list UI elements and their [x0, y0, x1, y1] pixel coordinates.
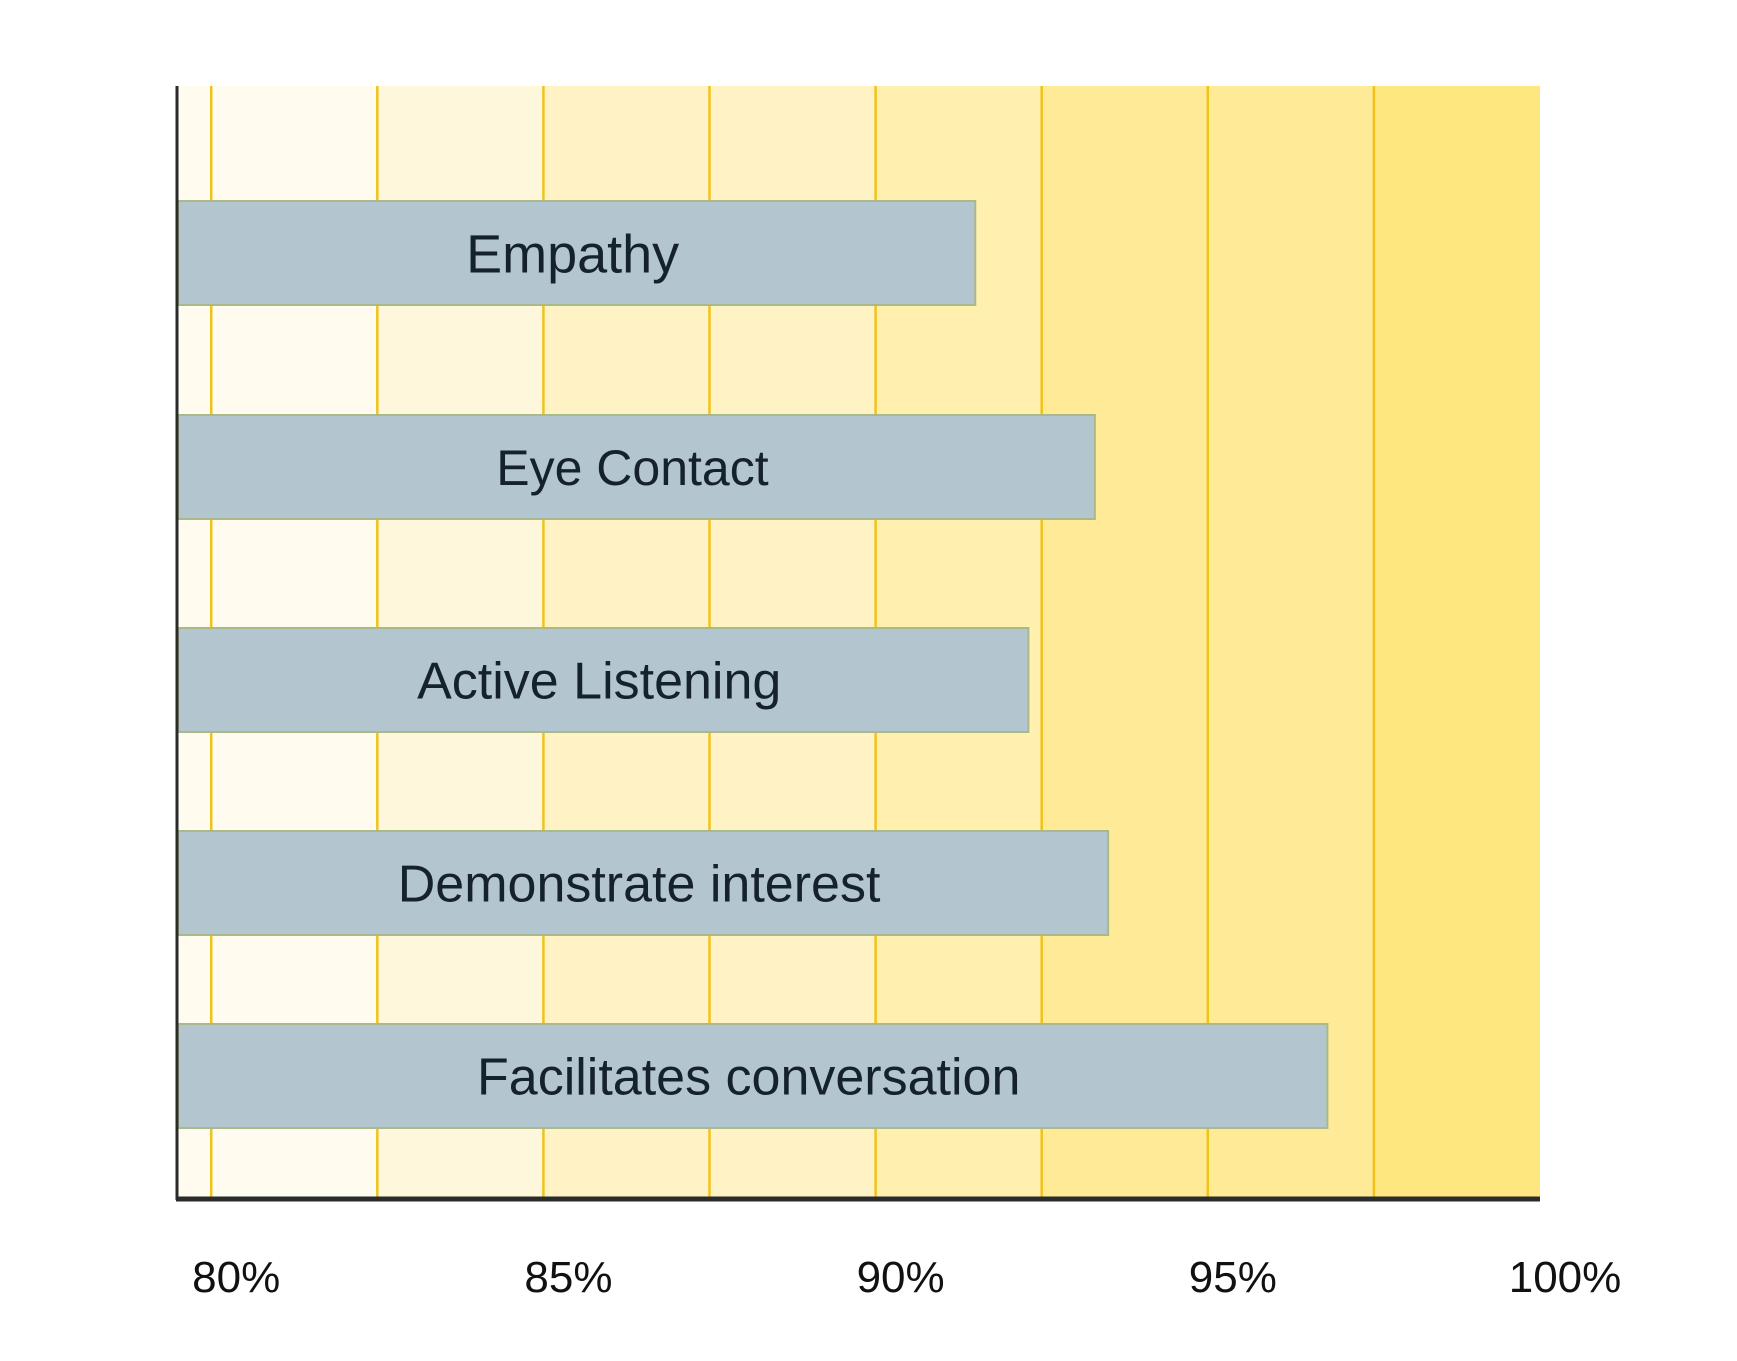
x-tick-labels: 80% 85% 90% 95% 100% — [192, 1253, 1621, 1302]
background-band — [1207, 86, 1374, 1198]
bars: Empathy Eye Contact Active Listening Demons… — [177, 200, 1329, 1129]
bar-label: Eye Contact — [496, 440, 768, 496]
x-tick-label: 95% — [1189, 1253, 1277, 1302]
x-tick-label: 85% — [524, 1253, 612, 1302]
background-band — [1041, 86, 1208, 1198]
x-tick-label: 100% — [1509, 1253, 1622, 1302]
x-tick-label: 90% — [857, 1253, 945, 1302]
bar — [177, 627, 1030, 733]
axes — [175, 86, 1540, 1202]
x-tick-label: 80% — [192, 1253, 280, 1302]
bar — [177, 414, 1096, 520]
bar-label: Demonstrate interest — [398, 856, 881, 914]
bar — [177, 200, 977, 306]
bar-label: Active Listening — [417, 653, 781, 711]
background-band — [1373, 86, 1540, 1198]
bar — [177, 1023, 1329, 1129]
bar-label: Facilitates conversation — [477, 1049, 1020, 1107]
bar-label: Empathy — [466, 224, 679, 284]
